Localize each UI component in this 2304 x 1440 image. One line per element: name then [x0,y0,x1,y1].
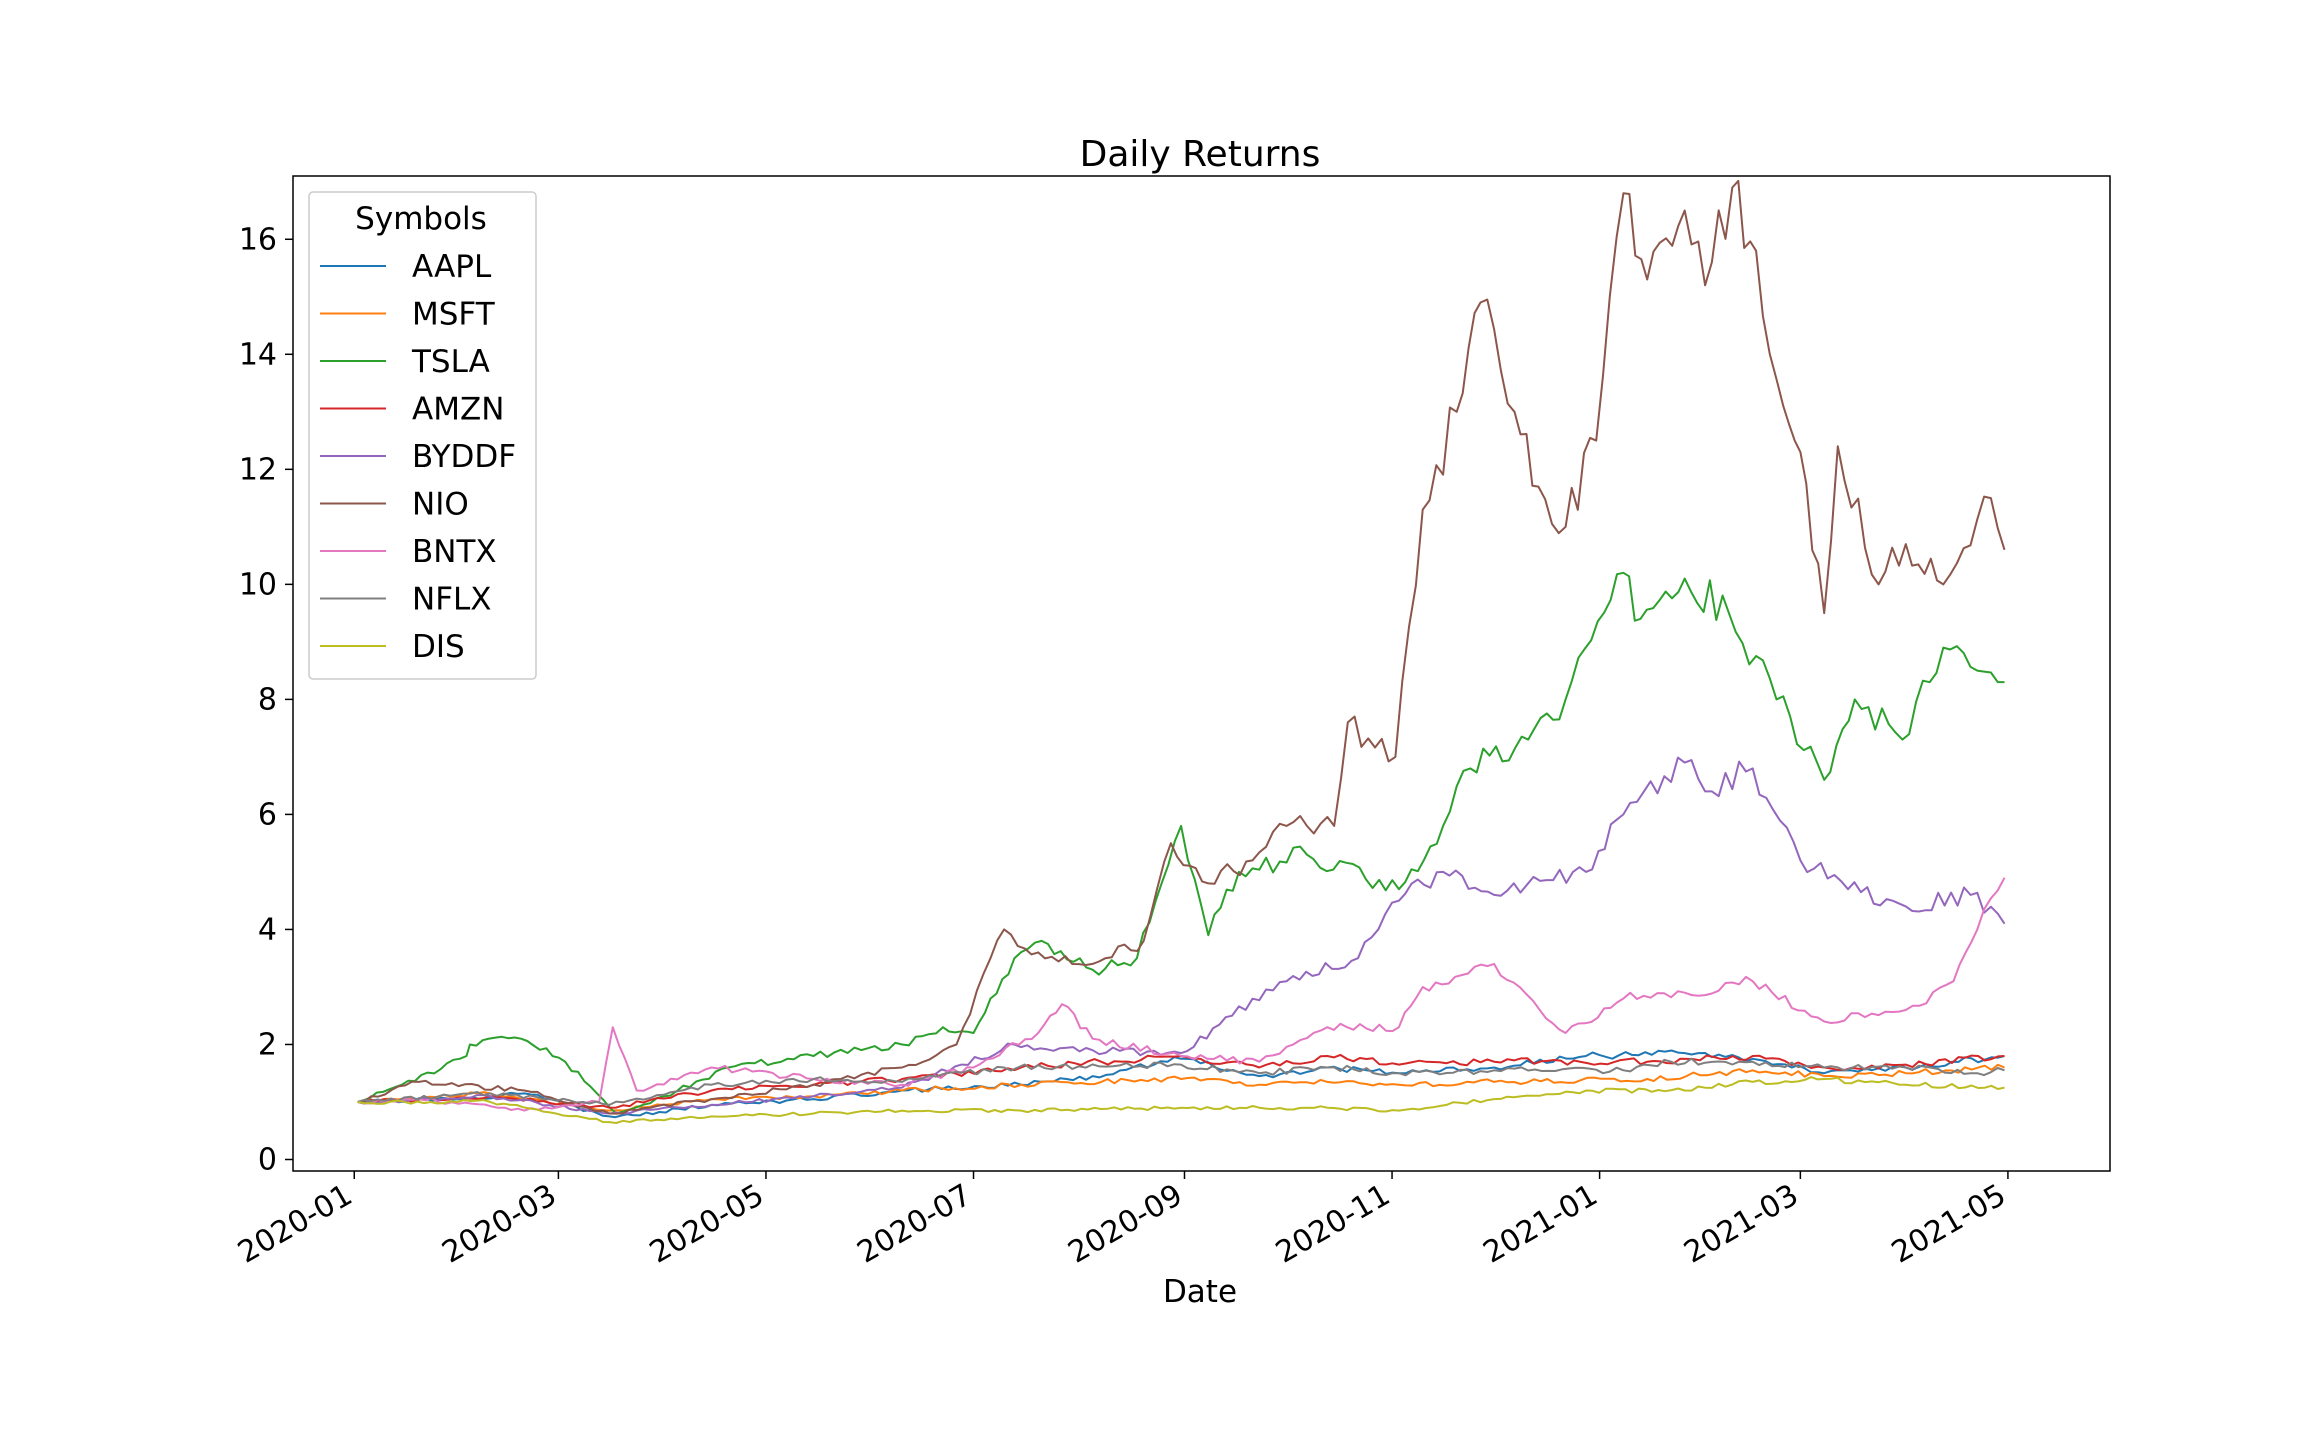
x-tick-label: 2020-03 [436,1178,562,1271]
legend-label-aapl: AAPL [412,249,492,285]
y-tick-label: 6 [258,797,277,832]
x-axis-ticks: 2020-01 2020-03 2020-05 2020-07 2020-09 2020-… [232,1171,2012,1271]
legend-label-dis: DIS [412,629,465,665]
legend-label-tsla: TSLA [411,344,490,380]
y-tick-label: 4 [258,912,277,947]
series-line-dis [357,1076,2005,1124]
y-axis-ticks: 0 2 4 6 8 10 12 14 16 [239,222,293,1177]
y-tick-label: 16 [239,222,277,257]
series-layer [357,179,2006,1124]
chart-title: Daily Returns [1080,134,1321,175]
y-tick-label: 8 [258,682,277,717]
y-tick-label: 2 [258,1027,277,1062]
y-tick-label: 10 [239,567,277,602]
series-line-aapl [357,1049,2005,1119]
x-tick-label: 2021-05 [1886,1178,2012,1271]
legend-title: Symbols [355,201,487,237]
series-line-nio [357,179,2006,1115]
series-line-bntx [357,877,2006,1112]
legend-label-msft: MSFT [412,297,496,333]
legend-label-bntx: BNTX [412,534,497,570]
x-axis-label: Date [1163,1274,1237,1310]
legend-label-nflx: NFLX [412,582,492,618]
series-line-tsla [357,571,2005,1115]
series-line-nflx [357,1057,2005,1106]
y-tick-label: 0 [258,1142,277,1177]
x-tick-label: 2020-05 [644,1178,770,1271]
x-tick-label: 2021-03 [1678,1178,1804,1271]
x-tick-label: 2020-07 [851,1178,977,1271]
y-tick-label: 14 [239,337,277,372]
x-tick-label: 2020-11 [1270,1178,1396,1271]
x-tick-label: 2020-01 [232,1178,358,1271]
plot-area-frame [292,175,2111,1172]
legend-label-amzn: AMZN [412,392,504,428]
legend-items: AAPL MSFT TSLA AMZN BYDDF NIO BNTX NFLX DIS [320,249,516,665]
legend-label-byddf: BYDDF [412,439,516,475]
legend: Symbols AAPL MSFT TSLA AMZN BYDDF NIO BNTX NFLX… [308,191,537,680]
x-tick-label: 2020-09 [1062,1178,1188,1271]
series-line-byddf [357,756,2006,1115]
legend-label-nio: NIO [412,487,469,523]
x-tick-label: 2021-01 [1478,1178,1604,1271]
y-tick-label: 12 [239,452,277,487]
